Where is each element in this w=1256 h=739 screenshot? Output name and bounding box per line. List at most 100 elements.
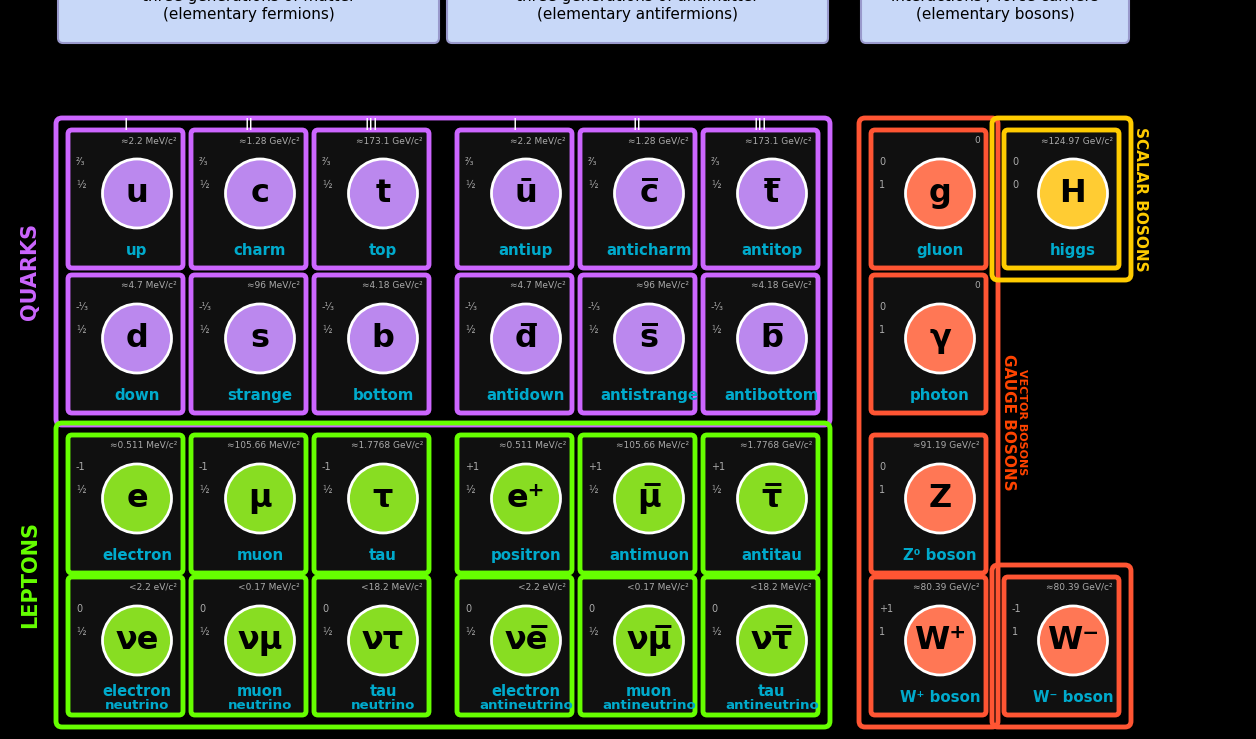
Text: ½: ½ [322,180,332,190]
Circle shape [103,606,172,675]
Text: electron: electron [491,684,560,699]
Circle shape [614,606,683,675]
Text: II: II [633,118,642,132]
Text: <2.2 eV/c²: <2.2 eV/c² [129,583,177,592]
Text: t̅: t̅ [765,178,780,209]
Text: ≈1.7768 GeV/c²: ≈1.7768 GeV/c² [740,441,811,450]
Text: 1: 1 [879,180,885,190]
FancyBboxPatch shape [447,0,828,43]
Text: III: III [364,118,378,132]
Text: ≈1.7768 GeV/c²: ≈1.7768 GeV/c² [350,441,423,450]
Text: tau: tau [759,684,786,699]
Text: H: H [1060,178,1086,209]
Text: ντ̅: ντ̅ [751,625,793,656]
Text: ≈4.18 GeV/c²: ≈4.18 GeV/c² [362,281,423,290]
Text: electron: electron [103,684,172,699]
Text: u: u [126,178,148,209]
Circle shape [348,304,417,373]
Text: ≈1.28 GeV/c²: ≈1.28 GeV/c² [628,136,690,145]
Text: antimuon: antimuon [609,548,690,562]
Text: νe̅: νe̅ [505,625,548,656]
Text: Z: Z [928,483,952,514]
Text: ½: ½ [198,486,208,495]
Text: e: e [126,483,148,514]
Text: 0: 0 [711,604,717,614]
Text: μ: μ [249,483,271,514]
FancyBboxPatch shape [68,130,183,268]
Text: 1: 1 [879,325,885,336]
Text: +1: +1 [711,462,725,471]
Text: higgs: higgs [1050,242,1096,258]
Text: interactions / force carriers
(elementary bosons): interactions / force carriers (elementar… [891,0,1099,22]
Text: <18.2 MeV/c²: <18.2 MeV/c² [362,583,423,592]
Text: tau: tau [369,684,397,699]
Circle shape [226,464,294,533]
Text: -¹⁄₃: -¹⁄₃ [465,302,479,312]
Text: ½: ½ [322,325,332,336]
Text: 0: 0 [879,157,885,167]
FancyBboxPatch shape [191,435,306,573]
Text: ½: ½ [465,325,475,336]
Text: ≈91.19 GeV/c²: ≈91.19 GeV/c² [913,441,980,450]
Text: τ̅: τ̅ [762,483,782,514]
FancyBboxPatch shape [191,577,306,715]
FancyBboxPatch shape [703,130,818,268]
Text: antineutrino: antineutrino [479,699,573,712]
Text: -1: -1 [198,462,208,471]
Text: ≈0.511 MeV/c²: ≈0.511 MeV/c² [109,441,177,450]
Text: <0.17 MeV/c²: <0.17 MeV/c² [627,583,690,592]
Text: -¹⁄₃: -¹⁄₃ [198,302,212,312]
Circle shape [906,606,975,675]
FancyBboxPatch shape [870,275,986,413]
Text: SCALAR BOSONS: SCALAR BOSONS [1133,126,1148,271]
Text: positron: positron [491,548,561,562]
Text: 0: 0 [879,462,885,471]
Text: ντ: ντ [362,625,404,656]
Text: strange: strange [227,387,293,403]
Text: ½: ½ [77,486,85,495]
FancyBboxPatch shape [703,435,818,573]
Text: muon: muon [237,684,283,699]
Text: 0: 0 [879,302,885,312]
Text: three generations of antimatter
(elementary antifermions): three generations of antimatter (element… [516,0,759,22]
Text: ≈2.2 MeV/c²: ≈2.2 MeV/c² [122,136,177,145]
Text: W⁺: W⁺ [914,625,966,656]
Text: ≈80.39 GeV/c²: ≈80.39 GeV/c² [1046,583,1113,592]
Circle shape [614,304,683,373]
Text: ≈124.97 GeV/c²: ≈124.97 GeV/c² [1041,136,1113,145]
Text: ½: ½ [322,627,332,637]
Text: -¹⁄₃: -¹⁄₃ [322,302,335,312]
Circle shape [737,606,806,675]
Text: antineutrino: antineutrino [602,699,696,712]
Text: 0: 0 [1012,157,1019,167]
Text: top: top [369,242,397,258]
FancyBboxPatch shape [457,130,571,268]
Text: III: III [754,118,767,132]
FancyBboxPatch shape [580,577,695,715]
Text: antitop: antitop [741,242,803,258]
Text: ½: ½ [322,486,332,495]
FancyBboxPatch shape [191,275,306,413]
Text: W⁻: W⁻ [1048,625,1099,656]
Text: VECTOR BOSONS: VECTOR BOSONS [1017,370,1027,476]
Circle shape [491,304,560,373]
Text: ≈0.511 MeV/c²: ≈0.511 MeV/c² [499,441,566,450]
Text: ²⁄₃: ²⁄₃ [198,157,208,167]
Text: I: I [512,118,516,132]
Text: ≈105.66 MeV/c²: ≈105.66 MeV/c² [615,441,690,450]
Text: antitau: antitau [741,548,803,562]
Text: bottom: bottom [353,387,413,403]
FancyBboxPatch shape [457,435,571,573]
FancyBboxPatch shape [1004,130,1119,268]
Circle shape [906,159,975,228]
Text: ≈96 MeV/c²: ≈96 MeV/c² [247,281,300,290]
Text: ½: ½ [465,627,475,637]
FancyBboxPatch shape [862,0,1129,43]
Circle shape [103,464,172,533]
Circle shape [906,304,975,373]
Text: -¹⁄₃: -¹⁄₃ [711,302,723,312]
Circle shape [1039,606,1108,675]
Text: <18.2 MeV/c²: <18.2 MeV/c² [750,583,811,592]
Circle shape [491,159,560,228]
FancyBboxPatch shape [870,130,986,268]
